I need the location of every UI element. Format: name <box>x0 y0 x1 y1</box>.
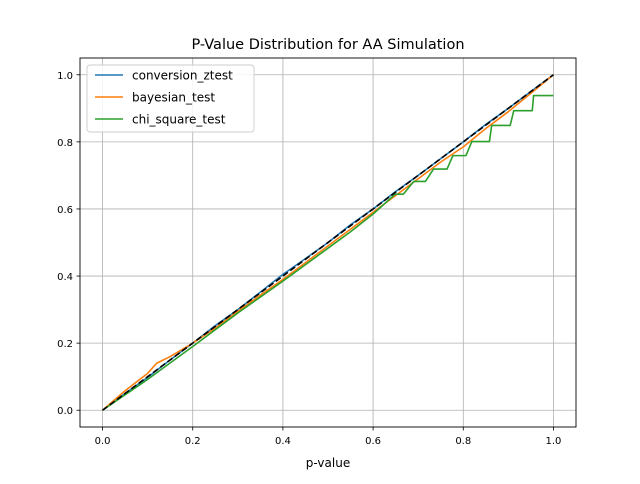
series-lines <box>102 74 554 411</box>
x-tick-label: 0.0 <box>95 436 111 447</box>
x-tick-label: 0.4 <box>275 436 291 447</box>
x-tick-label: 1.0 <box>546 436 562 447</box>
y-tick-label: 0.2 <box>57 339 73 350</box>
reference-diagonal-line <box>102 74 554 411</box>
ticks: 0.0 0.2 0.4 0.6 0.8 1.0 0.0 0.2 0.4 0.6 0.8 1.0 <box>57 71 561 447</box>
legend-label: bayesian_test <box>132 91 215 105</box>
x-tick-label: 0.6 <box>365 436 381 447</box>
chart-title: P-Value Distribution for AA Simulation <box>191 37 464 53</box>
y-tick-label: 0.8 <box>57 138 73 149</box>
legend-label: chi_square_test <box>132 113 226 127</box>
y-tick-label: 0.0 <box>57 406 73 417</box>
x-axis-label: p-value <box>306 456 350 470</box>
y-tick-label: 1.0 <box>57 71 73 82</box>
x-tick-label: 0.2 <box>185 436 201 447</box>
series-line-chi-square-test <box>102 94 554 411</box>
y-tick-label: 0.6 <box>57 205 73 216</box>
legend-label: conversion_ztest <box>132 69 233 83</box>
legend-box <box>86 64 255 133</box>
series-line-bayesian-test <box>102 74 554 411</box>
legend: conversion_ztest bayesian_test chi_square_… <box>86 64 255 133</box>
x-tick-label: 0.8 <box>455 436 471 447</box>
axes-frame <box>79 57 577 428</box>
y-tick-label: 0.4 <box>57 272 73 283</box>
